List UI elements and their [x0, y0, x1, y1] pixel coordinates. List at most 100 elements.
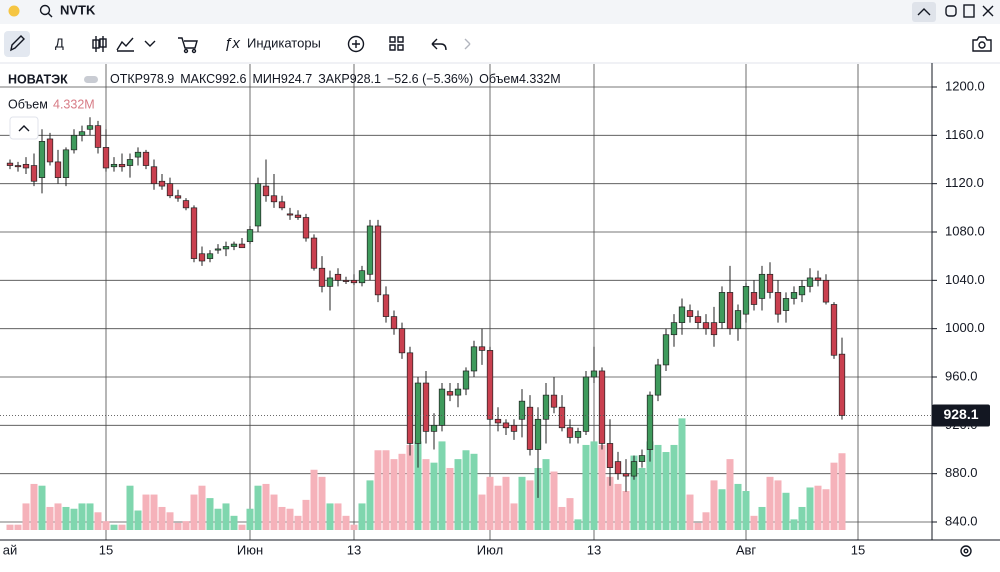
- legend-item: Объем4.332M: [479, 72, 561, 86]
- draw-tool[interactable]: [4, 31, 30, 57]
- volume-bar: [374, 450, 382, 530]
- settings-icon-center: [963, 548, 969, 554]
- candle-body: [566, 427, 574, 438]
- y-tick-label: 840.0: [945, 513, 978, 528]
- candle-body: [622, 473, 630, 477]
- candle-body: [502, 422, 510, 429]
- volume-bar: [46, 506, 54, 530]
- volume-bar: [582, 444, 590, 530]
- volume-bar: [94, 512, 102, 530]
- volume-bar: [342, 515, 350, 530]
- candle-body: [302, 217, 310, 239]
- volume-bar: [414, 441, 422, 530]
- volume-bar: [486, 476, 494, 530]
- collapse-legend[interactable]: [9, 116, 39, 140]
- candle-body: [270, 195, 278, 203]
- settings-icon[interactable]: [960, 545, 972, 557]
- candle-body: [54, 161, 62, 178]
- candle-body: [350, 279, 358, 284]
- volume-bar: [734, 483, 742, 530]
- legend-item: −52.6 (−5.36%): [387, 72, 473, 86]
- volume-bar: [238, 524, 246, 530]
- volume-bar: [550, 471, 558, 530]
- legend-item: ЗАКР928.1: [318, 72, 381, 86]
- symbol[interactable]: NVTK: [60, 2, 96, 17]
- candle-body: [486, 350, 494, 420]
- candle-body: [22, 163, 30, 169]
- candle-body: [806, 277, 814, 287]
- volume-bar: [70, 508, 78, 530]
- x-tick-label: 13: [347, 542, 361, 557]
- candle-body: [478, 346, 486, 351]
- candle-body: [190, 207, 198, 259]
- candle-body: [734, 310, 742, 330]
- layout-icon[interactable]: [389, 36, 404, 51]
- x-tick-label: 15: [851, 542, 865, 557]
- candle-body: [142, 151, 150, 166]
- window-restore[interactable]: [945, 5, 957, 17]
- window-maximize[interactable]: [963, 4, 975, 18]
- volume-bar: [670, 444, 678, 530]
- candle-body: [110, 163, 118, 168]
- candle-body: [606, 443, 614, 468]
- volume-bar: [14, 524, 22, 530]
- y-tick-label: 960.0: [945, 368, 978, 383]
- volume-bar: [590, 441, 598, 530]
- candle-body: [134, 151, 142, 158]
- cart-icon[interactable]: [178, 37, 198, 49]
- interval[interactable]: Д: [55, 35, 64, 50]
- pencil-icon: [10, 35, 25, 52]
- dropdown-icon[interactable]: [144, 40, 156, 47]
- candle-body: [726, 292, 734, 330]
- candle-body: [118, 163, 126, 168]
- volume-bar: [278, 506, 286, 530]
- redo-icon[interactable]: [464, 38, 471, 50]
- candle-body: [750, 292, 758, 305]
- plot-area: [0, 64, 932, 540]
- volume-bar: [326, 503, 334, 530]
- candle-body: [262, 185, 270, 197]
- candle-body: [278, 201, 286, 209]
- search-icon-handle: [47, 12, 53, 18]
- candle-body: [598, 370, 606, 444]
- volume-bar: [390, 459, 398, 530]
- volume-bar: [542, 459, 550, 530]
- candle-body: [758, 273, 766, 299]
- candle-body: [174, 195, 182, 199]
- volume-bar: [310, 469, 318, 530]
- y-tick-label: 880.0: [945, 465, 978, 480]
- y-tick-label: 1200.0: [945, 78, 985, 93]
- volume-bar: [430, 462, 438, 530]
- candle-body: [510, 424, 518, 432]
- volume-bar: [478, 494, 486, 530]
- candle-body: [550, 394, 558, 408]
- legend-toggle[interactable]: [84, 76, 98, 83]
- undo-icon[interactable]: [431, 38, 447, 51]
- legend-item: МИН924.7: [252, 72, 312, 86]
- chart-title: НОВАТЭК: [8, 72, 68, 86]
- candle-body: [782, 298, 790, 311]
- candle-body: [102, 147, 110, 169]
- volume-bar: [710, 480, 718, 530]
- volume-bar: [54, 503, 62, 530]
- search-icon[interactable]: [39, 4, 51, 16]
- area-icon[interactable]: [116, 37, 134, 52]
- candle-body: [766, 273, 774, 293]
- volume-bar: [838, 453, 846, 530]
- candle-body: [462, 370, 470, 390]
- volume-bar: [694, 522, 702, 530]
- volume-bar: [422, 459, 430, 530]
- candle-body: [310, 237, 318, 269]
- x-tick-label: 13: [587, 542, 601, 557]
- camera-icon[interactable]: [972, 36, 992, 52]
- collapse-button[interactable]: [912, 2, 936, 22]
- top-bar: [0, 0, 1000, 24]
- legend-item: ОТКР978.9: [110, 72, 174, 86]
- window-close[interactable]: [982, 5, 994, 17]
- y-tick-label: 1160.0: [945, 127, 984, 142]
- volume-bar: [662, 452, 670, 530]
- volume-bar: [438, 441, 446, 530]
- indicators-button[interactable]: Индикаторы: [247, 35, 321, 50]
- add-icon[interactable]: [347, 35, 365, 53]
- volume-bar: [254, 485, 262, 530]
